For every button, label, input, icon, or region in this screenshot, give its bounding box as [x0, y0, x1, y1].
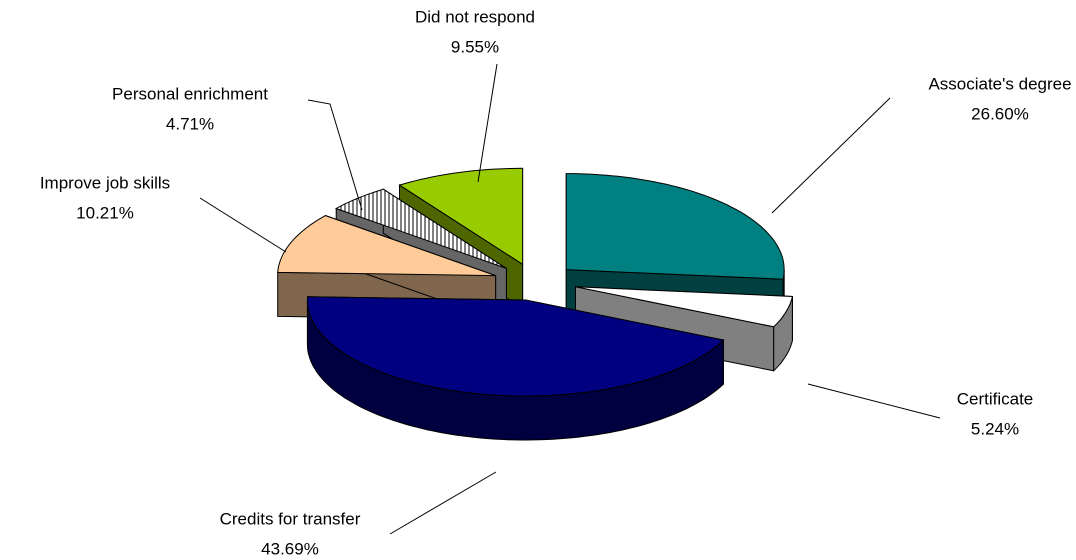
slice [398, 167, 524, 266]
leader-line [807, 383, 941, 419]
value-label: 4.71% [166, 114, 214, 133]
slice [277, 215, 496, 277]
slice-label: Certificate [957, 389, 1034, 408]
slice-label: Did not respond [415, 7, 535, 26]
slice [575, 286, 794, 328]
slice [306, 296, 725, 397]
value-label: 10.21% [76, 203, 134, 222]
slice-label: Personal enrichment [112, 84, 268, 103]
value-label: 26.60% [971, 104, 1029, 123]
leader-line [307, 99, 363, 211]
leader-line [389, 471, 497, 535]
value-label: 43.69% [261, 539, 319, 558]
slice-label: Associate's degree [928, 74, 1071, 93]
slice [565, 173, 785, 280]
slice-label: Improve job skills [40, 173, 170, 192]
leader-line [199, 197, 287, 253]
leader-line [771, 97, 891, 214]
leader-line [477, 63, 498, 183]
slice-label: Credits for transfer [220, 509, 361, 528]
value-label: 5.24% [971, 419, 1019, 438]
value-label: 9.55% [451, 37, 499, 56]
